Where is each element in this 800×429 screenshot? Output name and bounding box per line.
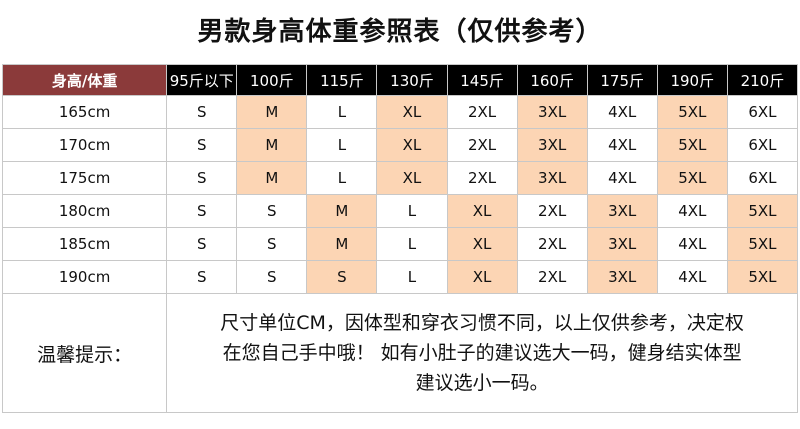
- size-cell: M: [306, 194, 378, 228]
- size-cell: S: [166, 227, 238, 261]
- size-cell: 4XL: [586, 128, 658, 162]
- size-cell: L: [306, 161, 378, 195]
- height-cell: 165cm: [1, 95, 168, 129]
- header-cell: 100斤: [236, 64, 308, 96]
- size-cell: 2XL: [516, 227, 588, 261]
- size-cell: 4XL: [586, 161, 658, 195]
- size-cell: 4XL: [656, 260, 728, 294]
- header-cell: 身高/体重: [1, 64, 168, 96]
- table-row: 175cm S M L XL 2XL 3XL 4XL 5XL 6XL: [1, 161, 799, 195]
- size-cell: 6XL: [726, 128, 799, 162]
- size-table: 身高/体重 95斤以下 100斤 115斤 130斤 145斤 160斤 175斤 190斤 21…: [1, 64, 799, 413]
- size-cell: 4XL: [656, 194, 728, 228]
- size-cell: M: [306, 227, 378, 261]
- size-cell: S: [236, 227, 308, 261]
- note-line: 尺寸单位CM，因体型和穿衣习惯不同，以上仅供参考，决定权: [220, 312, 744, 334]
- size-cell: 2XL: [446, 95, 518, 129]
- size-cell: 2XL: [446, 161, 518, 195]
- size-cell: S: [166, 95, 238, 129]
- size-cell: 5XL: [726, 260, 799, 294]
- size-cell: L: [376, 260, 448, 294]
- note-row: 温馨提示： 尺寸单位CM，因体型和穿衣习惯不同，以上仅供参考，决定权 在您自己手中哦…: [1, 293, 798, 413]
- note-line: 建议选小一码。: [415, 372, 549, 394]
- size-cell: M: [236, 95, 308, 129]
- table-row: 170cm S M L XL 2XL 3XL 4XL 5XL 6XL: [1, 128, 799, 162]
- height-cell: 175cm: [1, 161, 168, 195]
- size-cell: 3XL: [586, 227, 658, 261]
- header-cell: 190斤: [656, 64, 728, 96]
- size-cell: 3XL: [586, 260, 658, 294]
- size-cell: S: [236, 194, 308, 228]
- size-cell: 5XL: [656, 95, 728, 129]
- size-cell: XL: [376, 95, 448, 129]
- size-cell: 5XL: [656, 128, 728, 162]
- size-cell: L: [306, 128, 378, 162]
- size-cell: 5XL: [726, 227, 799, 261]
- size-cell: S: [166, 161, 238, 195]
- header-cell: 145斤: [446, 64, 518, 96]
- table-row: 180cm S S M L XL 2XL 3XL 4XL 5XL: [1, 194, 799, 228]
- height-cell: 180cm: [1, 194, 168, 228]
- size-cell: 2XL: [446, 128, 518, 162]
- size-cell: 6XL: [726, 95, 799, 129]
- note-line: 在您自己手中哦！ 如有小肚子的建议选大一码，健身结实体型: [222, 342, 742, 364]
- header-cell: 130斤: [376, 64, 448, 96]
- note-text: 尺寸单位CM，因体型和穿衣习惯不同，以上仅供参考，决定权 在您自己手中哦！ 如有小…: [166, 293, 798, 413]
- size-cell: 3XL: [586, 194, 658, 228]
- header-cell: 115斤: [306, 64, 378, 96]
- size-cell: 4XL: [586, 95, 658, 129]
- size-cell: L: [306, 95, 378, 129]
- size-cell: XL: [446, 194, 518, 228]
- size-cell: S: [306, 260, 378, 294]
- size-cell: M: [236, 161, 308, 195]
- header-cell: 160斤: [516, 64, 588, 96]
- height-cell: 185cm: [1, 227, 168, 261]
- size-cell: 3XL: [516, 95, 588, 129]
- table-row: 190cm S S S L XL 2XL 3XL 4XL 5XL: [1, 260, 799, 294]
- size-cell: 5XL: [726, 194, 799, 228]
- size-cell: XL: [446, 227, 518, 261]
- header-row: 身高/体重 95斤以下 100斤 115斤 130斤 145斤 160斤 175斤 190斤 21…: [1, 64, 799, 96]
- header-cell: 95斤以下: [166, 64, 238, 96]
- header-cell: 175斤: [586, 64, 658, 96]
- height-cell: 190cm: [1, 260, 168, 294]
- size-cell: 6XL: [726, 161, 799, 195]
- size-cell: 2XL: [516, 260, 588, 294]
- size-cell: 5XL: [656, 161, 728, 195]
- size-cell: S: [166, 128, 238, 162]
- size-cell: 3XL: [516, 161, 588, 195]
- size-cell: L: [376, 194, 448, 228]
- size-cell: S: [166, 260, 238, 294]
- size-cell: XL: [376, 161, 448, 195]
- size-cell: S: [236, 260, 308, 294]
- size-cell: L: [376, 227, 448, 261]
- size-cell: 3XL: [516, 128, 588, 162]
- size-cell: S: [166, 194, 238, 228]
- height-cell: 170cm: [1, 128, 168, 162]
- title: 男款身高体重参照表（仅供参考）: [197, 17, 603, 47]
- note-label: 温馨提示：: [1, 293, 168, 413]
- header-cell: 210斤: [726, 64, 799, 96]
- table-row: 165cm S M L XL 2XL 3XL 4XL 5XL 6XL: [1, 95, 799, 129]
- size-cell: 4XL: [656, 227, 728, 261]
- size-cell: XL: [446, 260, 518, 294]
- size-cell: XL: [376, 128, 448, 162]
- size-cell: M: [236, 128, 308, 162]
- table-row: 185cm S S M L XL 2XL 3XL 4XL 5XL: [1, 227, 799, 261]
- size-cell: 2XL: [516, 194, 588, 228]
